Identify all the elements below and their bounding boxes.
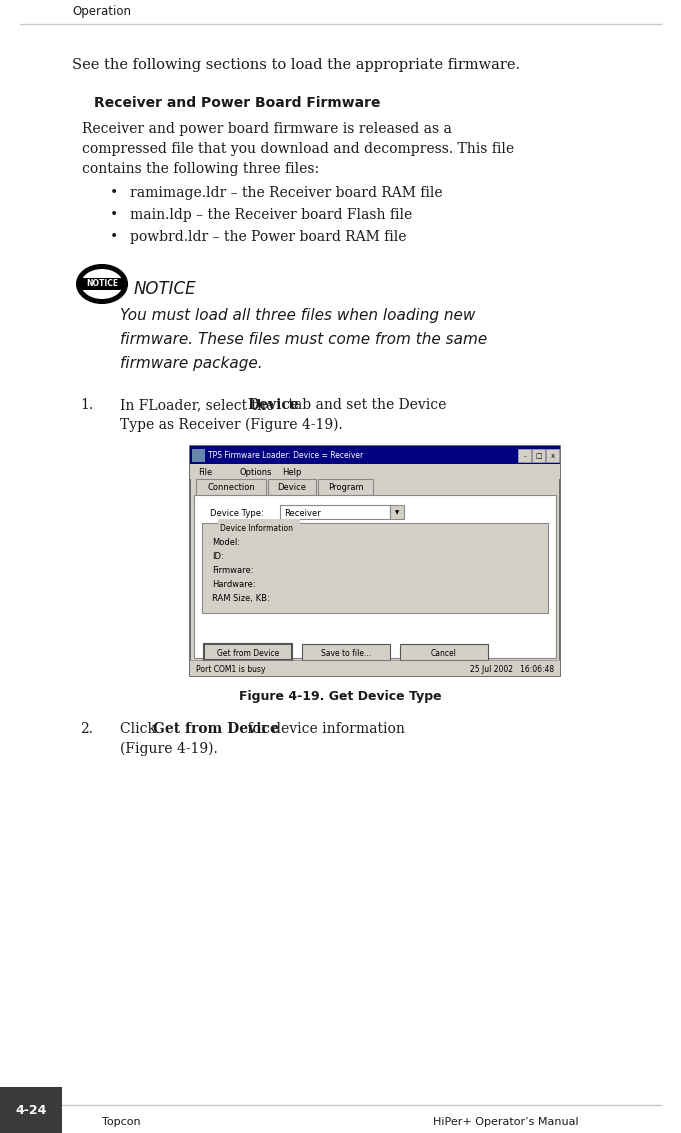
FancyBboxPatch shape (202, 523, 548, 613)
Text: Receiver and power board firmware is released as a: Receiver and power board firmware is rel… (82, 122, 452, 136)
Text: -: - (523, 453, 526, 459)
Text: firmware. These files must come from the same: firmware. These files must come from the… (120, 332, 487, 347)
FancyBboxPatch shape (390, 505, 404, 519)
FancyBboxPatch shape (190, 446, 560, 676)
Text: Port COM1 is busy: Port COM1 is busy (196, 664, 266, 673)
Text: Firmware:: Firmware: (212, 566, 253, 576)
FancyBboxPatch shape (318, 479, 373, 495)
Text: Help: Help (282, 468, 302, 477)
FancyBboxPatch shape (192, 449, 205, 462)
Text: Topcon: Topcon (102, 1117, 141, 1127)
Text: Model:: Model: (212, 538, 240, 547)
FancyBboxPatch shape (302, 644, 390, 661)
FancyBboxPatch shape (194, 495, 556, 658)
Text: firmware package.: firmware package. (120, 356, 263, 370)
FancyBboxPatch shape (190, 661, 560, 676)
Text: powbrd.ldr – the Power board RAM file: powbrd.ldr – the Power board RAM file (130, 230, 407, 244)
Text: Options: Options (240, 468, 272, 477)
Text: □: □ (535, 453, 542, 459)
FancyBboxPatch shape (196, 479, 266, 495)
Text: Save to file...: Save to file... (321, 648, 371, 657)
Text: ramimage.ldr – the Receiver board RAM file: ramimage.ldr – the Receiver board RAM fi… (130, 186, 443, 201)
Text: Device: Device (248, 398, 300, 412)
FancyBboxPatch shape (518, 449, 531, 462)
Text: NOTICE: NOTICE (134, 280, 197, 298)
Text: Connection: Connection (207, 484, 255, 493)
FancyBboxPatch shape (532, 449, 545, 462)
Text: Device Information: Device Information (220, 523, 293, 533)
Text: main.ldp – the Receiver board Flash file: main.ldp – the Receiver board Flash file (130, 208, 412, 222)
Text: Cancel: Cancel (431, 648, 457, 657)
Text: Hardware:: Hardware: (212, 580, 255, 589)
Text: •: • (110, 230, 118, 244)
Text: 4-24: 4-24 (15, 1104, 47, 1116)
FancyBboxPatch shape (81, 278, 123, 290)
FancyBboxPatch shape (280, 505, 390, 519)
Text: •: • (110, 208, 118, 222)
Text: Click: Click (120, 722, 160, 736)
Text: Receiver: Receiver (284, 509, 321, 518)
Text: You must load all three files when loading new: You must load all three files when loadi… (120, 308, 475, 323)
Text: Type as Receiver (Figure 4-19).: Type as Receiver (Figure 4-19). (120, 418, 343, 433)
Text: Operation: Operation (72, 5, 131, 18)
Text: RAM Size, KB:: RAM Size, KB: (212, 594, 270, 603)
Text: Device Type:: Device Type: (210, 509, 264, 518)
FancyBboxPatch shape (268, 479, 316, 495)
Text: (Figure 4-19).: (Figure 4-19). (120, 742, 218, 757)
Text: contains the following three files:: contains the following three files: (82, 162, 319, 176)
Text: x: x (550, 453, 554, 459)
Text: for device information: for device information (243, 722, 405, 736)
Ellipse shape (81, 269, 123, 299)
FancyBboxPatch shape (218, 519, 300, 528)
Text: Device: Device (277, 484, 306, 493)
FancyBboxPatch shape (400, 644, 488, 661)
FancyBboxPatch shape (0, 1087, 62, 1133)
Text: Get from Device: Get from Device (217, 648, 279, 657)
Text: TPS Firmware Loader: Device = Receiver: TPS Firmware Loader: Device = Receiver (208, 451, 363, 460)
Text: Receiver and Power Board Firmware: Receiver and Power Board Firmware (94, 96, 381, 110)
Text: ▼: ▼ (395, 511, 399, 516)
Text: Figure 4-19. Get Device Type: Figure 4-19. Get Device Type (239, 690, 442, 702)
Text: File: File (198, 468, 212, 477)
Text: In FLoader, select the: In FLoader, select the (120, 398, 279, 412)
Text: Program: Program (328, 484, 363, 493)
FancyBboxPatch shape (546, 449, 559, 462)
Text: Get from Device: Get from Device (153, 722, 279, 736)
Text: See the following sections to load the appropriate firmware.: See the following sections to load the a… (72, 58, 520, 73)
Text: 2.: 2. (80, 722, 93, 736)
FancyBboxPatch shape (204, 644, 292, 661)
Text: NOTICE: NOTICE (86, 280, 118, 289)
Text: 1.: 1. (80, 398, 93, 412)
FancyBboxPatch shape (190, 465, 560, 479)
Text: 25 Jul 2002   16:06:48: 25 Jul 2002 16:06:48 (470, 664, 554, 673)
Text: tab and set the Device: tab and set the Device (284, 398, 446, 412)
Text: HiPer+ Operator’s Manual: HiPer+ Operator’s Manual (433, 1117, 579, 1127)
Ellipse shape (77, 265, 127, 303)
Text: •: • (110, 186, 118, 201)
Text: compressed file that you download and decompress. This file: compressed file that you download and de… (82, 142, 514, 156)
FancyBboxPatch shape (190, 446, 560, 465)
Text: ID:: ID: (212, 552, 224, 561)
